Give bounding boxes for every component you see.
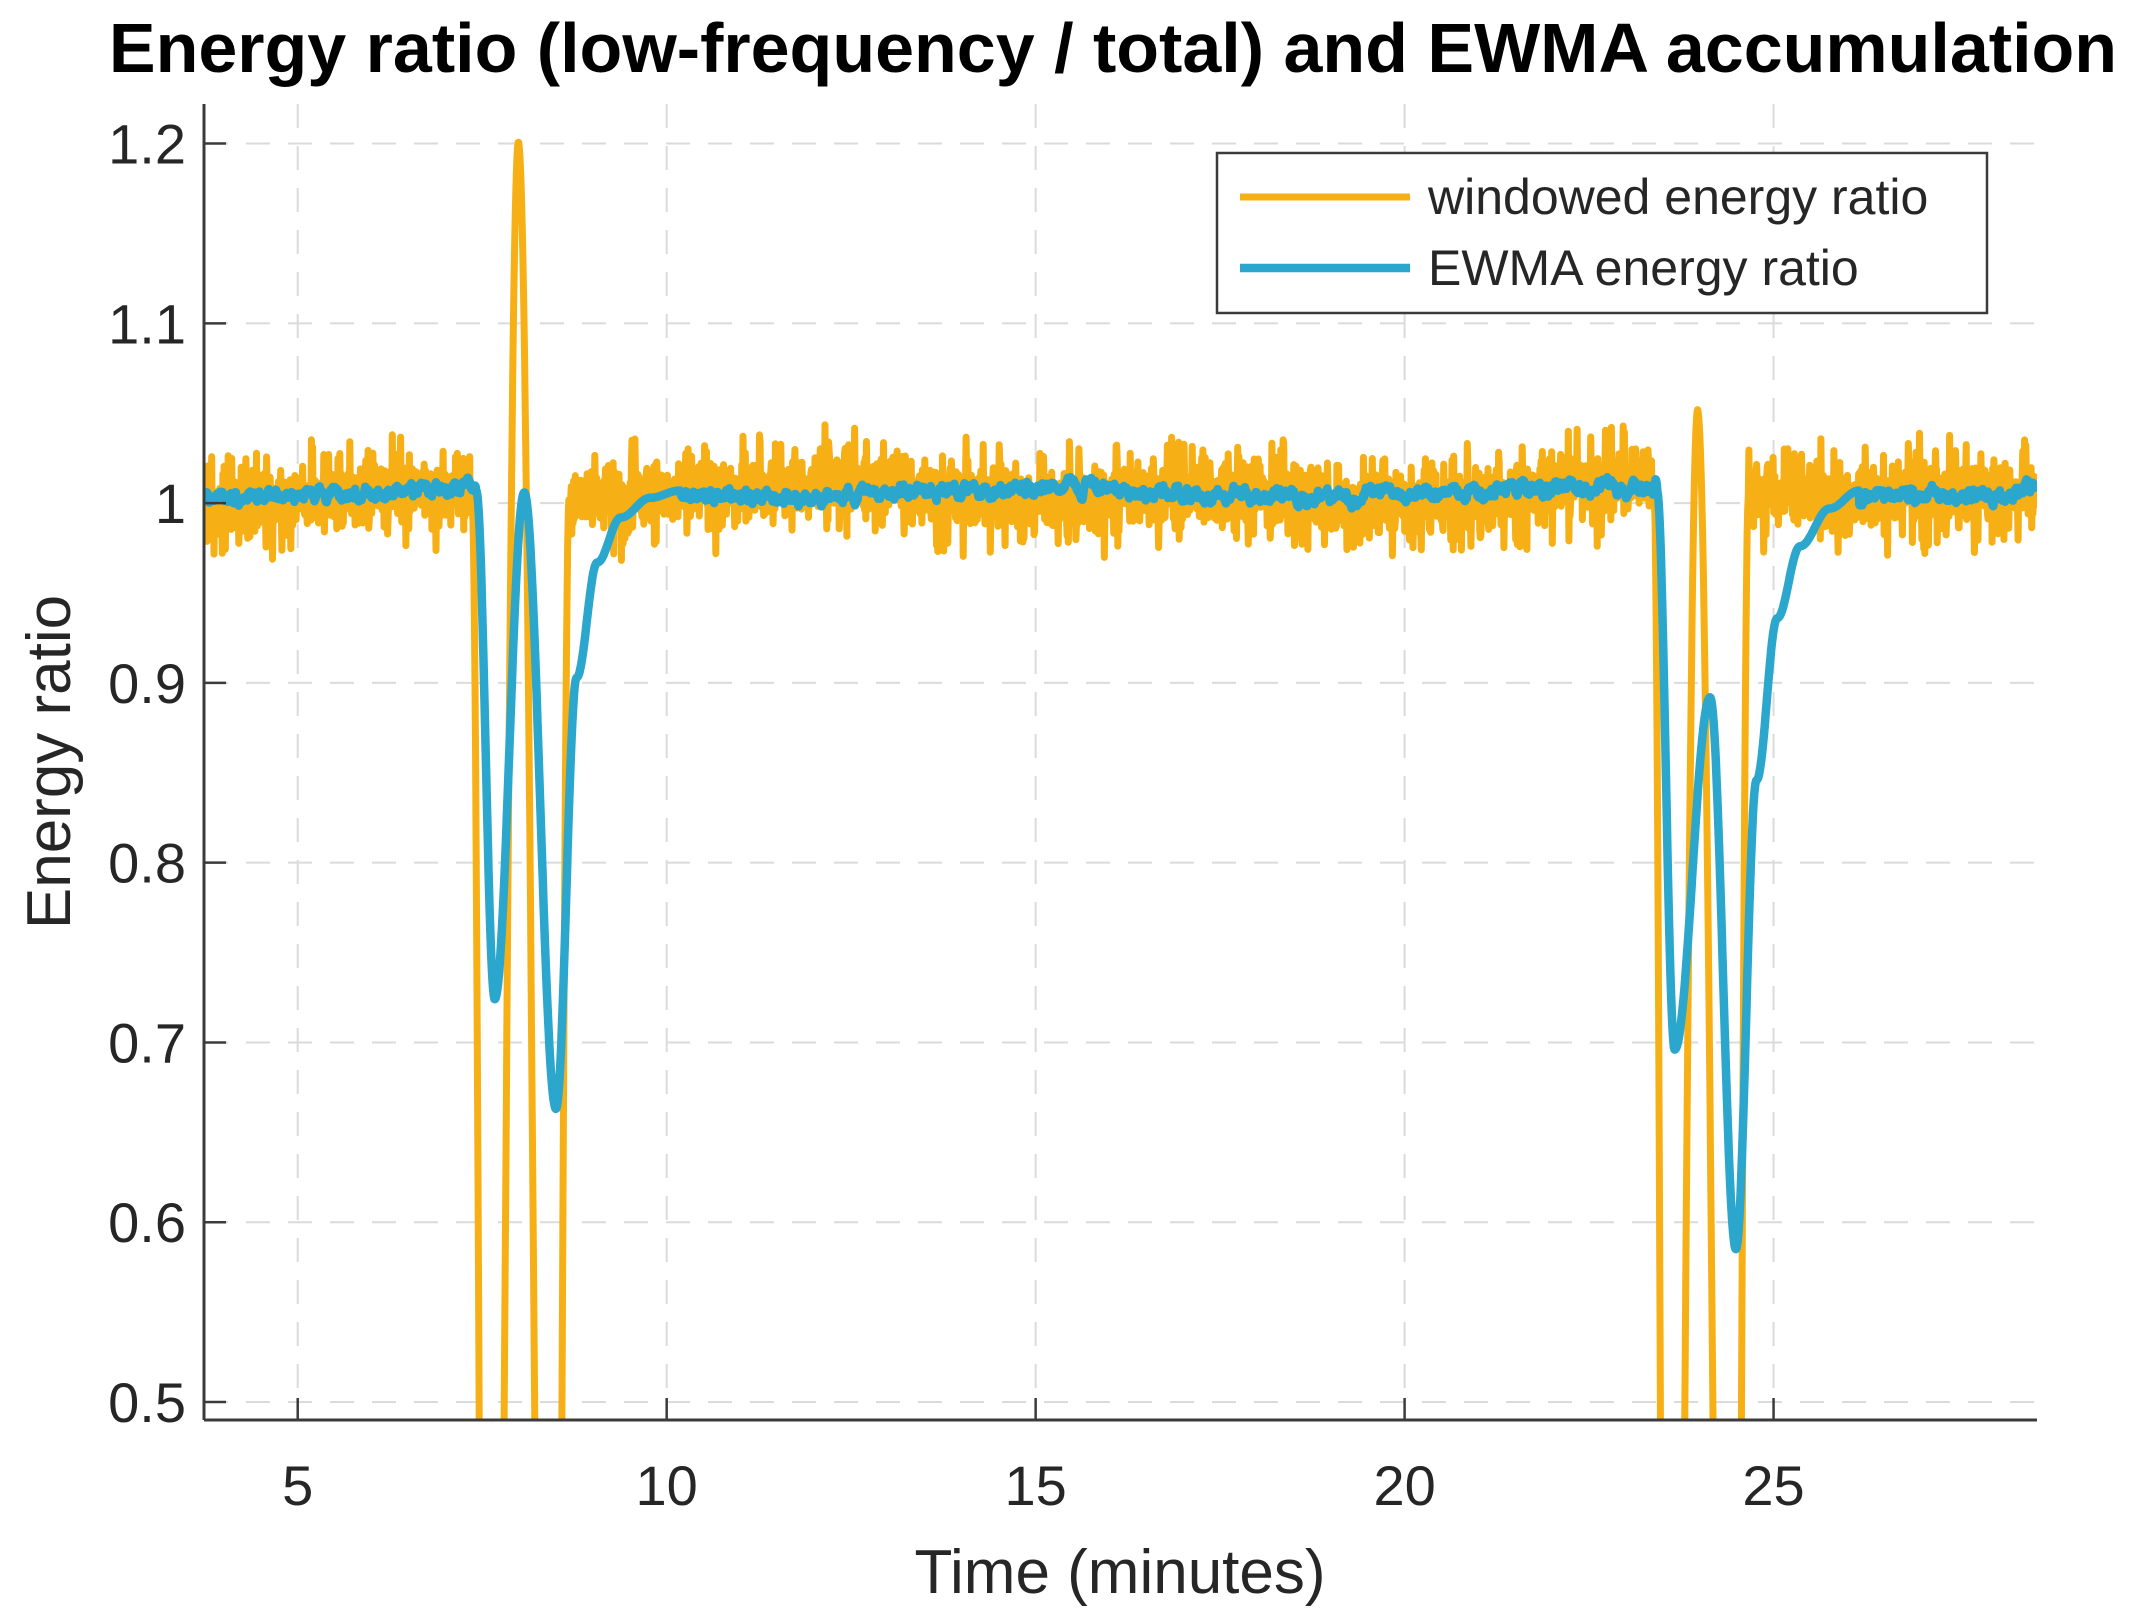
y-tick-label: 1 <box>155 472 186 535</box>
x-tick-label: 25 <box>1742 1454 1804 1517</box>
series-windowed-energy-ratio <box>204 138 2037 1420</box>
y-tick-label: 0.7 <box>108 1011 186 1074</box>
y-tick-label: 1.1 <box>108 292 186 355</box>
legend: windowed energy ratio EWMA energy ratio <box>1215 151 1989 315</box>
tick-labels: 5 10 15 20 25 0.5 0.6 0.7 0.8 0.9 1 1.1 1.2 <box>108 113 1805 1517</box>
series-ewma-energy-ratio <box>204 472 2037 1254</box>
x-axis-label: Time (minutes) <box>914 1538 1325 1607</box>
series-group <box>204 138 2037 1420</box>
axes-ticks <box>204 142 1775 1420</box>
y-tick-label: 0.9 <box>108 652 186 715</box>
legend-label-windowed: windowed energy ratio <box>1427 169 1928 225</box>
x-tick-label: 15 <box>1004 1454 1066 1517</box>
x-tick-label: 10 <box>636 1454 698 1517</box>
y-tick-label: 0.8 <box>108 832 186 895</box>
y-axis-label: Energy ratio <box>15 595 84 929</box>
y-tick-label: 0.5 <box>108 1371 186 1434</box>
legend-label-ewma: EWMA energy ratio <box>1428 240 1859 296</box>
legend-box <box>1215 151 1989 315</box>
chart-title: Energy ratio (low-frequency / total) and… <box>109 9 2117 87</box>
y-tick-label: 1.2 <box>108 113 186 176</box>
y-tick-label: 0.6 <box>108 1191 186 1254</box>
x-tick-label: 20 <box>1373 1454 1435 1517</box>
x-tick-label: 5 <box>282 1454 313 1517</box>
